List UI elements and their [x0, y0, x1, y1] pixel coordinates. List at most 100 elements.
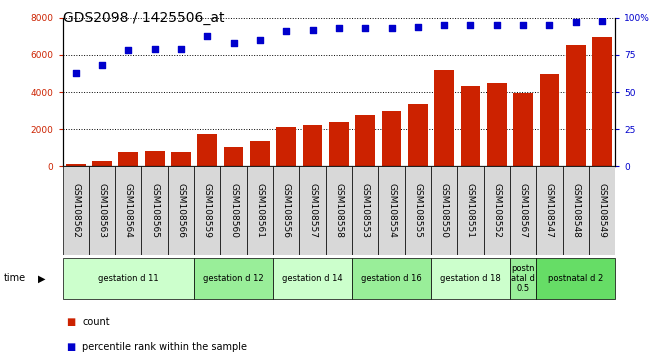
Point	[202, 33, 213, 38]
FancyBboxPatch shape	[484, 166, 510, 255]
FancyBboxPatch shape	[536, 258, 615, 299]
Text: GDS2098 / 1425506_at: GDS2098 / 1425506_at	[63, 11, 224, 25]
FancyBboxPatch shape	[63, 258, 194, 299]
Bar	[145, 150, 164, 166]
Text: ▶: ▶	[38, 273, 45, 284]
Bar	[118, 152, 138, 166]
Text: GSM108563: GSM108563	[97, 183, 107, 238]
FancyBboxPatch shape	[589, 166, 615, 255]
Point	[518, 22, 528, 28]
Text: GSM108559: GSM108559	[203, 183, 212, 238]
FancyBboxPatch shape	[63, 166, 89, 255]
FancyBboxPatch shape	[141, 166, 168, 255]
Point	[413, 24, 423, 29]
Point	[570, 19, 581, 25]
Bar	[487, 83, 507, 166]
Bar	[408, 104, 428, 166]
Point	[228, 40, 239, 46]
Bar	[513, 93, 533, 166]
Point	[70, 70, 81, 75]
Text: GSM108548: GSM108548	[571, 183, 580, 238]
FancyBboxPatch shape	[299, 166, 326, 255]
FancyBboxPatch shape	[194, 258, 273, 299]
Bar	[355, 115, 375, 166]
Bar	[66, 164, 86, 166]
Bar	[566, 45, 586, 166]
Text: GSM108561: GSM108561	[255, 183, 265, 238]
Point	[544, 22, 555, 28]
Text: gestation d 12: gestation d 12	[203, 274, 264, 283]
Text: gestation d 11: gestation d 11	[98, 274, 159, 283]
Text: postn
atal d
0.5: postn atal d 0.5	[511, 263, 535, 293]
FancyBboxPatch shape	[247, 166, 273, 255]
Bar	[303, 125, 322, 166]
FancyBboxPatch shape	[89, 166, 115, 255]
Text: GSM108558: GSM108558	[334, 183, 343, 238]
FancyBboxPatch shape	[115, 166, 141, 255]
FancyBboxPatch shape	[510, 258, 536, 299]
Bar	[250, 141, 270, 166]
Point	[597, 18, 607, 23]
Bar	[592, 37, 612, 166]
Point	[255, 37, 265, 43]
Point	[149, 46, 160, 52]
Bar	[224, 147, 243, 166]
Text: GSM108550: GSM108550	[440, 183, 449, 238]
Text: GSM108554: GSM108554	[387, 183, 396, 238]
FancyBboxPatch shape	[405, 166, 431, 255]
FancyBboxPatch shape	[273, 166, 299, 255]
Text: GSM108557: GSM108557	[308, 183, 317, 238]
Bar	[382, 110, 401, 166]
Text: GSM108567: GSM108567	[519, 183, 528, 238]
FancyBboxPatch shape	[194, 166, 220, 255]
FancyBboxPatch shape	[273, 258, 352, 299]
Point	[97, 62, 107, 68]
Bar	[92, 161, 112, 166]
FancyBboxPatch shape	[220, 166, 247, 255]
Text: GSM108552: GSM108552	[492, 183, 501, 238]
Bar	[197, 134, 217, 166]
FancyBboxPatch shape	[431, 166, 457, 255]
FancyBboxPatch shape	[510, 166, 536, 255]
FancyBboxPatch shape	[168, 166, 194, 255]
Text: GSM108560: GSM108560	[229, 183, 238, 238]
Text: GSM108566: GSM108566	[176, 183, 186, 238]
Point	[465, 22, 476, 28]
FancyBboxPatch shape	[352, 166, 378, 255]
Point	[439, 22, 449, 28]
Point	[176, 46, 186, 52]
Text: ■: ■	[66, 317, 75, 327]
Bar	[540, 74, 559, 166]
Text: GSM108549: GSM108549	[597, 183, 607, 238]
Point	[386, 25, 397, 31]
Bar	[434, 70, 454, 166]
Text: GSM108556: GSM108556	[282, 183, 291, 238]
Text: time: time	[3, 273, 26, 284]
Point	[281, 28, 291, 34]
Text: GSM108564: GSM108564	[124, 183, 133, 238]
Text: percentile rank within the sample: percentile rank within the sample	[82, 342, 247, 352]
Text: GSM108565: GSM108565	[150, 183, 159, 238]
FancyBboxPatch shape	[352, 258, 431, 299]
Text: GSM108562: GSM108562	[71, 183, 80, 238]
Bar	[171, 152, 191, 166]
Text: GSM108547: GSM108547	[545, 183, 554, 238]
Text: GSM108555: GSM108555	[413, 183, 422, 238]
FancyBboxPatch shape	[536, 166, 563, 255]
Text: gestation d 14: gestation d 14	[282, 274, 343, 283]
Text: count: count	[82, 317, 110, 327]
FancyBboxPatch shape	[457, 166, 484, 255]
Text: gestation d 16: gestation d 16	[361, 274, 422, 283]
FancyBboxPatch shape	[378, 166, 405, 255]
Text: ■: ■	[66, 342, 75, 352]
Bar	[329, 122, 349, 166]
Point	[334, 25, 344, 31]
Text: GSM108551: GSM108551	[466, 183, 475, 238]
FancyBboxPatch shape	[563, 166, 589, 255]
Bar	[461, 86, 480, 166]
Point	[123, 47, 134, 53]
Text: postnatal d 2: postnatal d 2	[548, 274, 603, 283]
FancyBboxPatch shape	[326, 166, 352, 255]
Text: GSM108553: GSM108553	[361, 183, 370, 238]
FancyBboxPatch shape	[431, 258, 510, 299]
